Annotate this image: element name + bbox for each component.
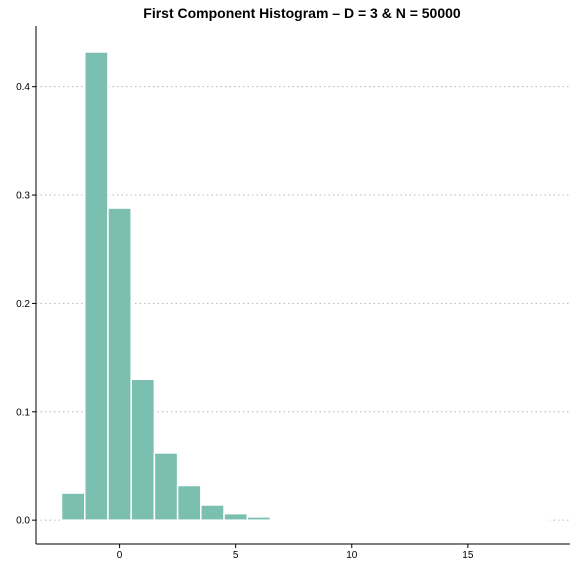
histogram-bar [479, 520, 502, 521]
histogram-bar [503, 520, 526, 521]
histogram-bar [410, 520, 433, 521]
x-tick-label: 5 [233, 550, 239, 561]
histogram-bar [363, 520, 386, 521]
x-tick-label: 10 [346, 550, 358, 561]
y-tick-label: 0.4 [16, 82, 30, 93]
histogram-bar [340, 520, 363, 521]
histogram-bar [317, 520, 340, 521]
histogram-bar [456, 520, 479, 521]
histogram-bar [178, 485, 201, 520]
histogram-bar [526, 520, 549, 521]
histogram-bar [270, 519, 293, 520]
histogram-bar [387, 520, 410, 521]
x-tick-label: 15 [462, 550, 474, 561]
y-tick-label: 0.0 [16, 516, 30, 527]
histogram-bar [201, 505, 224, 520]
y-tick-label: 0.2 [16, 299, 30, 310]
histogram-bar [224, 514, 247, 521]
chart-title: First Component Histogram – D = 3 & N = … [143, 5, 461, 21]
bars-layer [62, 52, 550, 520]
histogram-bar [62, 493, 85, 520]
histogram-bar [85, 52, 108, 520]
x-tick-label: 0 [117, 550, 123, 561]
histogram-bar [154, 453, 177, 520]
histogram-bar [131, 379, 154, 520]
x-ticks-layer: 0 5 10 15 [117, 544, 474, 561]
histogram-bar [108, 208, 131, 520]
histogram-bar [294, 519, 317, 520]
y-tick-label: 0.3 [16, 191, 30, 202]
histogram-bar [247, 517, 270, 520]
histogram-bar [433, 520, 456, 521]
y-tick-label: 0.1 [16, 407, 30, 418]
y-ticks-layer: 0.0 0.1 0.2 0.3 0.4 [16, 82, 36, 526]
